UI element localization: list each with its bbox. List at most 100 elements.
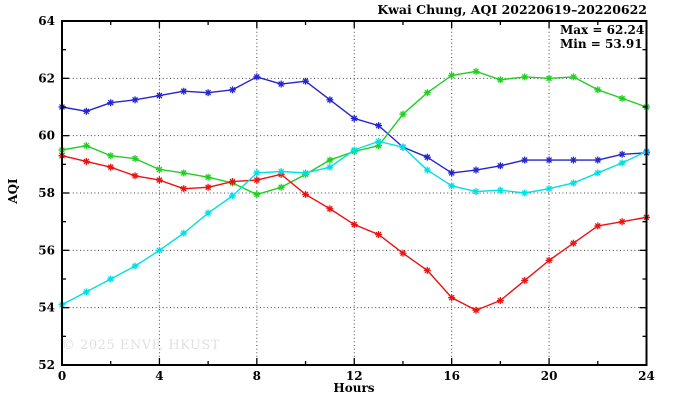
series-blue-marker — [302, 78, 309, 85]
series-red-marker — [400, 250, 406, 257]
series-cyan-marker — [132, 263, 138, 270]
x-tick-label: 20 — [541, 369, 558, 383]
series-blue-marker — [205, 89, 212, 96]
x-tick-label: 8 — [253, 369, 261, 383]
series-green-marker — [473, 68, 479, 75]
series-cyan-marker — [229, 192, 236, 199]
series-cyan-marker — [570, 180, 577, 186]
series-red-marker — [375, 231, 382, 238]
series-red-marker — [229, 178, 236, 185]
series-green-marker — [521, 73, 528, 80]
y-tick-label: 62 — [38, 71, 55, 85]
series-blue-marker — [326, 96, 333, 103]
y-tick-label: 58 — [38, 186, 55, 200]
series-blue-marker — [448, 169, 455, 176]
series-green-marker — [205, 174, 212, 181]
x-tick-label: 4 — [155, 369, 163, 383]
x-tick-label: 24 — [638, 369, 655, 383]
series-red-marker — [521, 277, 528, 284]
series-blue-marker — [107, 99, 114, 106]
series-blue-marker — [156, 92, 163, 99]
series-red-marker — [619, 218, 626, 225]
series-blue-marker — [253, 73, 260, 80]
series-green-marker — [107, 152, 114, 159]
series-cyan-marker — [107, 276, 114, 282]
series-blue-marker — [546, 157, 553, 163]
series-cyan-marker — [83, 288, 90, 295]
series-green-marker — [375, 142, 382, 149]
series-red-marker — [546, 257, 553, 264]
max-annotation: Max = 62.24 — [560, 23, 645, 37]
chart-title: Kwai Chung, AQI 20220619–20220622 — [377, 2, 647, 17]
series-cyan-marker — [424, 167, 431, 174]
series-cyan-marker — [619, 159, 626, 166]
series-red-marker — [83, 158, 90, 165]
series-cyan-marker — [302, 169, 309, 176]
series-red-marker — [570, 240, 577, 247]
series-cyan-marker — [473, 188, 479, 195]
series-red-marker — [594, 223, 601, 229]
y-tick-label: 64 — [38, 14, 55, 28]
series-red-marker — [473, 307, 479, 314]
series-cyan-marker — [156, 247, 163, 254]
series-blue-marker — [497, 162, 504, 169]
series-green-marker — [83, 142, 90, 149]
series-cyan-marker — [400, 144, 406, 151]
series-green-marker — [497, 76, 504, 83]
x-tick-label: 0 — [58, 369, 66, 383]
series-cyan-marker — [351, 147, 358, 153]
series-blue-marker — [521, 157, 528, 163]
series-green-marker — [570, 73, 577, 80]
series-blue-marker — [278, 81, 285, 88]
series-red-marker — [424, 267, 431, 274]
series-red-marker — [351, 221, 358, 228]
y-tick-label: 56 — [38, 243, 55, 257]
series-red-marker — [253, 177, 260, 184]
series-green-marker — [400, 111, 406, 118]
x-tick-label: 12 — [346, 369, 363, 383]
series-blue-marker — [83, 108, 90, 115]
x-axis-label: Hours — [333, 381, 375, 395]
series-blue-marker — [351, 115, 358, 122]
series-green-marker — [132, 155, 138, 162]
y-tick-label: 54 — [38, 301, 55, 315]
y-axis-label: AQI — [6, 178, 20, 204]
series-green-marker — [326, 157, 333, 163]
y-tick-label: 60 — [38, 129, 55, 143]
watermark-text: © 2025 ENVF, HKUST — [62, 338, 220, 353]
series-cyan-marker — [253, 169, 260, 176]
min-annotation: Min = 53.91 — [560, 37, 643, 51]
series-cyan-marker — [594, 169, 601, 176]
series-blue-marker — [619, 151, 626, 158]
series-red-marker — [205, 184, 212, 191]
series-green-marker — [253, 191, 260, 198]
series-blue-marker — [375, 122, 382, 129]
series-cyan-marker — [180, 230, 187, 237]
series-cyan-marker — [521, 190, 528, 196]
series-green-marker — [546, 75, 553, 82]
series-cyan-marker — [448, 182, 455, 189]
series-cyan-marker — [546, 185, 553, 192]
series-blue-marker — [594, 157, 601, 163]
series-red-marker — [302, 191, 309, 198]
series-blue-marker — [570, 157, 577, 163]
series-cyan-marker — [205, 210, 212, 217]
series-red-marker — [156, 177, 163, 184]
series-green-marker — [594, 86, 601, 93]
series-green-marker — [278, 184, 285, 191]
series-green-marker — [180, 169, 187, 176]
series-cyan-marker — [278, 168, 285, 175]
series-cyan-marker — [375, 138, 382, 145]
series-red-marker — [180, 185, 187, 192]
series-blue-marker — [229, 86, 236, 93]
series-green-marker — [424, 89, 431, 96]
series-red-line — [61, 155, 647, 311]
series-blue-marker — [180, 88, 187, 95]
series-red-marker — [448, 294, 455, 301]
series-red-marker — [132, 172, 138, 179]
series-green-marker — [448, 72, 455, 79]
series-cyan-marker — [326, 164, 333, 171]
series-red-marker — [326, 205, 333, 212]
